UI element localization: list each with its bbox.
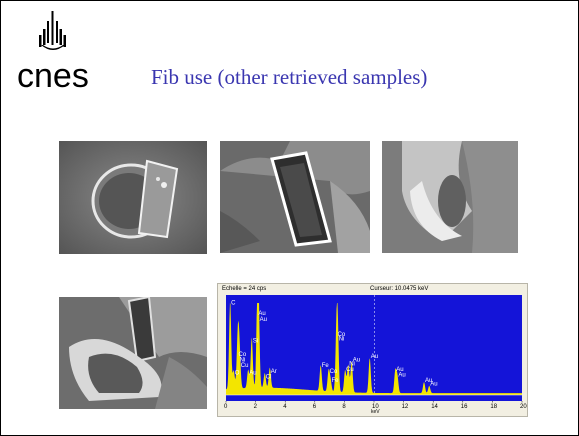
x-tick-label: 12 (402, 404, 409, 410)
x-tick-label: 4 (283, 404, 287, 410)
cnes-wordmark-text: cnes (17, 57, 89, 93)
peak-label: Au (371, 354, 378, 360)
peak-label: Au (430, 382, 437, 388)
peak-label: Si (253, 338, 258, 344)
peak-label: Cl (266, 374, 272, 380)
sem-image-2 (220, 141, 370, 253)
x-tick-label: 0 (224, 404, 228, 410)
peak-label: C (231, 301, 236, 307)
x-tick-label: 18 (490, 404, 497, 410)
cnes-logo: cnes (15, 9, 95, 93)
spectrum-x-axis-title: keV (371, 409, 380, 415)
cnes-wordmark: cnes (17, 57, 89, 93)
spectrum-trace (226, 303, 522, 395)
peak-label: Co (330, 369, 338, 375)
spectrum-x-ticks: 0 2 4 6 8 10 12 14 16 18 20 (224, 401, 527, 410)
peak-label: Cu (241, 363, 249, 369)
peak-label: Co (338, 332, 346, 338)
spectrum-scale-label: Echelle = 24 cps (222, 286, 267, 292)
peak-label: Ni (349, 361, 355, 367)
spectrum-plot-area: C Co Ni Cu O Au Au Si Au Ar Cl Fe Co Fe Co Ni Au Ni Cu Au Au… (226, 295, 522, 401)
peak-label: Au (425, 378, 432, 384)
x-tick-label: 20 (520, 404, 527, 410)
peak-label: Au (396, 367, 403, 373)
peak-label: Au (249, 371, 256, 377)
peak-label: Fe (332, 378, 340, 384)
x-tick-label: 14 (431, 404, 438, 410)
x-tick-label: 10 (372, 404, 379, 410)
x-tick-label: 16 (461, 404, 468, 410)
peak-label: Au (398, 372, 405, 378)
peak-label: Au (258, 311, 265, 317)
sem-image-3 (382, 141, 518, 253)
peak-label: Ar (271, 369, 277, 375)
peak-label: Cu (346, 367, 354, 373)
cnes-emblem-icon (39, 11, 66, 50)
eds-spectrum-chart: Echelle = 24 cps Curseur: 10.0475 keV C C… (217, 283, 528, 417)
peak-label: Fe (322, 363, 330, 369)
peak-label: Co (239, 352, 247, 358)
sem-image-4 (59, 297, 207, 409)
spectrum-cursor-label: Curseur: 10.0475 keV (370, 286, 429, 292)
x-tick-label: 2 (254, 404, 258, 410)
x-tick-label: 8 (342, 404, 346, 410)
peak-label: O (235, 371, 240, 377)
sem-image-1 (59, 141, 207, 254)
peak-label: Ni (240, 358, 246, 364)
peak-label: Ni (339, 337, 345, 343)
slide-title: Fib use (other retrieved samples) (151, 65, 428, 89)
peak-label: Au (353, 358, 360, 364)
x-tick-label: 6 (313, 404, 317, 410)
peak-label: Au (260, 317, 267, 323)
